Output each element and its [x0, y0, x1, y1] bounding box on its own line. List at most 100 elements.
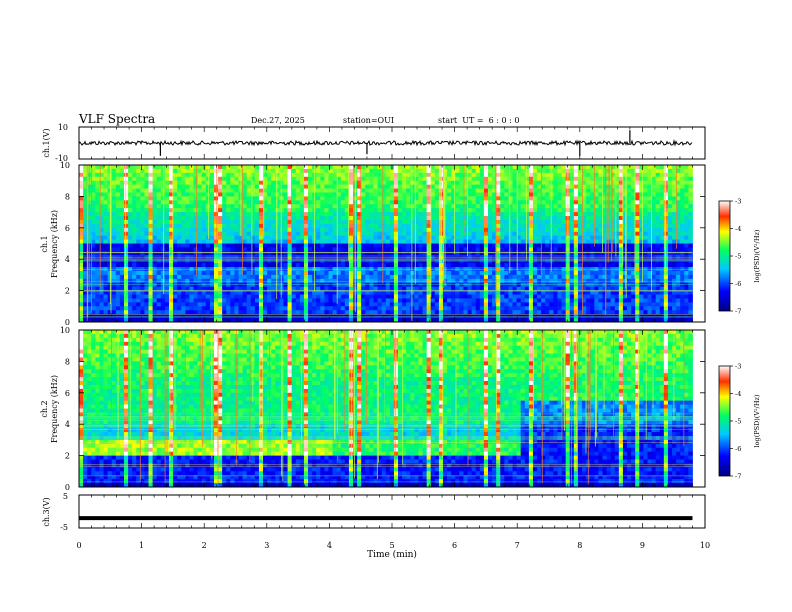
spectrogram-cell — [168, 216, 174, 221]
spectrogram-cell — [148, 219, 154, 225]
spectrogram-cell — [173, 165, 178, 170]
spectrogram-cell — [287, 290, 293, 295]
spectrogram-cell — [467, 165, 473, 170]
spectrogram-cell — [483, 318, 489, 323]
spectrogram-cell — [173, 274, 178, 280]
spectrogram-cell — [119, 286, 125, 292]
spectrogram-cell — [119, 223, 125, 229]
spectrogram-cell — [487, 212, 493, 217]
spectrogram-cell — [95, 270, 100, 276]
spectrogram-cell — [79, 176, 84, 182]
spectrogram-cell — [283, 200, 288, 205]
spectrogram-cell — [173, 231, 178, 237]
spectrogram-cell — [246, 290, 252, 295]
spectrogram-cell — [308, 286, 313, 292]
spectrogram-cell — [504, 180, 509, 186]
spectrogram-cell — [414, 219, 419, 225]
spectrogram-cell — [275, 267, 280, 272]
spectrogram-cell — [279, 200, 284, 205]
spectrogram-cell — [123, 318, 129, 323]
spectrogram-cell — [463, 188, 468, 193]
spectrogram-cell — [79, 290, 84, 295]
spectrogram-cell — [528, 306, 534, 311]
spectrogram-cell — [385, 306, 391, 311]
spectrogram-cell — [332, 227, 338, 233]
spectrogram-cell — [197, 274, 203, 280]
spectrogram-cell — [430, 243, 436, 248]
spectrogram-cell — [324, 239, 329, 244]
spectrogram-cell — [91, 172, 96, 178]
spectrogram-cell — [168, 231, 174, 237]
spectrogram-cell — [254, 247, 260, 252]
spectrogram-cell — [344, 235, 350, 240]
spectrogram-cell — [213, 306, 219, 311]
spectrogram-cell — [193, 235, 199, 240]
spectrogram-cell — [263, 235, 268, 240]
spectrogram-cell — [148, 168, 154, 174]
spectrogram-cell — [344, 176, 350, 182]
spectrogram-cell — [303, 274, 309, 280]
spectrogram-cell — [123, 310, 129, 315]
spectrogram-cell — [553, 263, 558, 268]
spectrogram-cell — [471, 204, 477, 209]
spectrogram-cell — [189, 239, 194, 244]
spectrogram-cell — [541, 192, 546, 197]
spectrogram-cell — [492, 204, 497, 209]
spectrogram-cell — [500, 216, 505, 221]
spectrogram-cell — [107, 172, 113, 178]
spectrogram-cell — [267, 172, 272, 178]
spectrogram-cell — [275, 204, 280, 209]
spectrogram-cell — [222, 302, 227, 307]
spectrogram-cell — [426, 188, 432, 193]
spectrogram-cell — [115, 192, 121, 197]
spectrogram-cell — [136, 267, 141, 272]
spectrogram-cell — [569, 310, 575, 315]
spectrogram-cell — [348, 259, 354, 264]
spectrogram-cell — [287, 180, 293, 186]
spectrogram-cell — [295, 294, 301, 299]
spectrogram-cell — [209, 267, 215, 272]
spectrogram-cell — [373, 302, 378, 307]
spectrogram-cell — [361, 274, 366, 280]
spectrogram-cell — [185, 204, 190, 209]
spectrogram-cell — [316, 302, 321, 307]
spectrogram-cell — [475, 192, 481, 197]
spectrogram-cell — [381, 208, 387, 213]
spectrogram-cell — [332, 219, 338, 225]
spectrogram-cell — [103, 184, 109, 189]
spectrogram-cell — [213, 231, 219, 237]
spectrogram-cell — [459, 318, 464, 323]
spectrogram-cell — [160, 231, 166, 237]
spectrogram-cell — [516, 314, 522, 319]
spectrogram-cell — [209, 192, 215, 197]
spectrogram-cell — [447, 176, 452, 182]
spectrogram-cell — [398, 286, 403, 292]
spectrogram-cell — [500, 263, 505, 268]
spectrogram-cell — [582, 180, 587, 186]
spectrogram-cell — [479, 247, 485, 252]
spectrogram-cell — [582, 263, 587, 268]
spectrogram-cell — [545, 212, 550, 217]
spectrogram-cell — [295, 243, 301, 248]
spectrogram-cell — [160, 216, 166, 221]
spectrogram-cell — [385, 192, 391, 197]
spectrogram-cell — [328, 231, 333, 237]
spectrogram-cell — [299, 188, 305, 193]
spectrogram-cell — [586, 216, 591, 221]
spectrogram-cell — [91, 216, 96, 221]
spectrogram-cell — [160, 172, 166, 178]
spectrogram-cell — [569, 180, 575, 186]
spectrogram-cell — [483, 235, 489, 240]
spectrogram-cell — [516, 251, 522, 256]
spectrogram-cell — [573, 176, 579, 182]
spectrogram-cell — [418, 165, 423, 170]
spectrogram-cell — [213, 263, 219, 268]
spectrogram-cell — [308, 239, 313, 244]
spectrogram-cell — [283, 286, 288, 292]
spectrogram-cell — [222, 310, 227, 315]
spectrogram-cell — [168, 208, 174, 213]
spectrogram-cell — [324, 235, 329, 240]
spectrogram-cell — [357, 180, 362, 186]
spectrogram-cell — [369, 298, 374, 303]
spectrogram-cell — [483, 294, 489, 299]
